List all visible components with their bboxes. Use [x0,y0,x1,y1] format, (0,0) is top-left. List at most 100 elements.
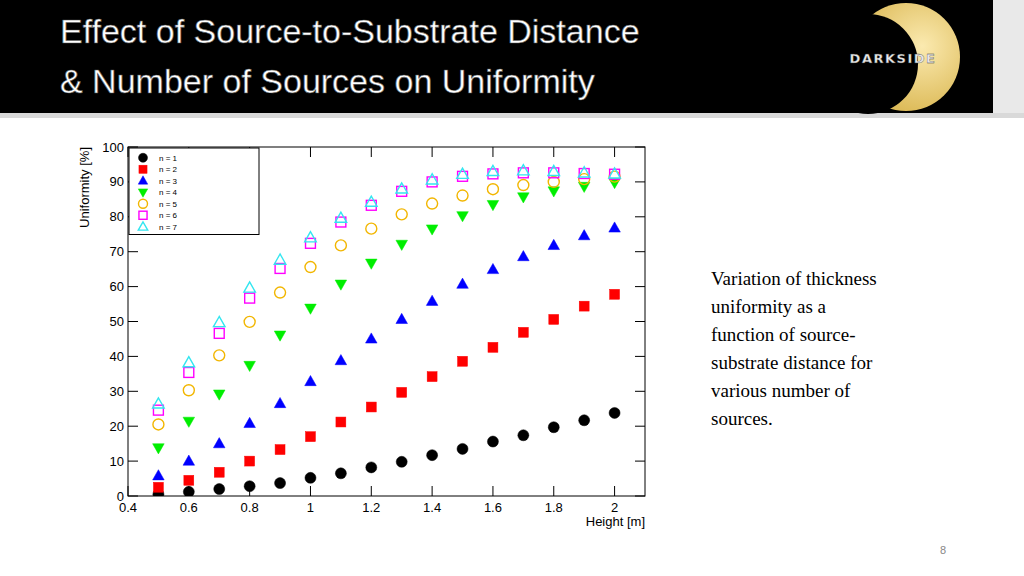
x-tick-label: 1.6 [484,500,502,515]
data-point [487,200,499,210]
data-point [274,254,286,264]
legend-marker [139,199,148,208]
data-point [487,165,499,175]
data-point [366,333,378,343]
y-tick-right [635,391,645,392]
data-point [458,171,468,181]
data-point [366,196,378,206]
y-tick-label: 40 [110,349,124,364]
data-point [548,239,560,249]
y-tick-label: 30 [110,384,124,399]
data-point [366,259,378,269]
data-point [518,251,530,261]
x-tick-top [432,147,433,157]
data-point [153,419,164,430]
y-tick [128,356,138,357]
data-point [578,230,590,240]
data-point [518,430,529,441]
x-tick-label: 0.8 [241,500,259,515]
data-point [578,182,590,192]
data-point [366,402,376,412]
y-tick-right [635,147,645,148]
data-point [548,165,560,175]
data-point [244,282,256,292]
y-tick-label: 10 [110,454,124,469]
data-point [518,180,529,191]
data-point [305,232,317,242]
data-point [335,468,346,479]
data-point [245,456,255,466]
legend-marker [139,165,147,173]
legend-marker [138,222,147,230]
header-bar [0,0,993,113]
y-tick [128,251,138,252]
data-point [397,387,407,397]
data-point [244,316,255,327]
data-point [366,462,377,473]
data-point [183,455,195,465]
data-point [458,356,468,366]
caption-line: substrate distance for [711,352,873,373]
x-tick [614,486,615,496]
data-point [518,327,528,337]
y-axis-label: Uniformity [%] [77,147,92,228]
caption-line: various number of [711,380,851,401]
x-tick-top [371,147,372,157]
data-point [579,301,589,311]
data-point [427,198,438,209]
x-tick-top [310,147,311,157]
y-tick [128,286,138,287]
data-point [549,314,559,324]
data-point [275,264,285,274]
y-tick-right [635,426,645,427]
caption-line: Variation of thickness [711,268,877,289]
y-tick-label: 20 [110,419,124,434]
legend-label: n = 5 [159,200,178,209]
legend-label: n = 4 [159,188,178,197]
data-point [335,355,347,365]
data-point [396,209,407,220]
data-point [609,171,620,182]
data-point [426,174,438,184]
data-point [396,240,408,250]
y-tick-label: 90 [110,174,124,189]
data-point [244,481,255,492]
slide-title: Effect of Source-to-Substrate Distance [60,12,640,50]
page-number: 8 [940,544,946,556]
data-point [305,472,316,483]
data-point [244,417,256,427]
data-point [427,372,437,382]
data-point [213,438,225,448]
data-point [153,470,165,480]
y-tick-right [635,321,645,322]
data-point [183,417,195,427]
data-point [427,177,437,187]
caption-line: uniformity as a [711,296,827,317]
y-tick [128,496,138,497]
data-point [518,193,530,203]
legend-label: n = 1 [159,154,178,163]
data-point [457,190,468,201]
y-tick-label: 0 [117,489,124,504]
y-tick [128,426,138,427]
x-tick-label: 1 [307,500,314,515]
data-point [366,223,377,234]
data-point [214,328,224,338]
data-point [609,407,620,418]
x-tick-label: 0.6 [180,500,198,515]
series [153,222,621,480]
data-point [153,444,165,454]
data-point [153,398,165,408]
data-point [335,212,347,222]
data-point [183,486,194,496]
data-point [426,295,438,305]
data-point [548,422,559,433]
data-point [213,316,225,326]
series [153,289,619,492]
data-point [213,390,225,400]
data-point [426,225,438,235]
y-tick-label: 100 [102,140,124,155]
caption-line: function of source- [711,324,856,345]
y-tick [128,461,138,462]
data-point [457,443,468,454]
